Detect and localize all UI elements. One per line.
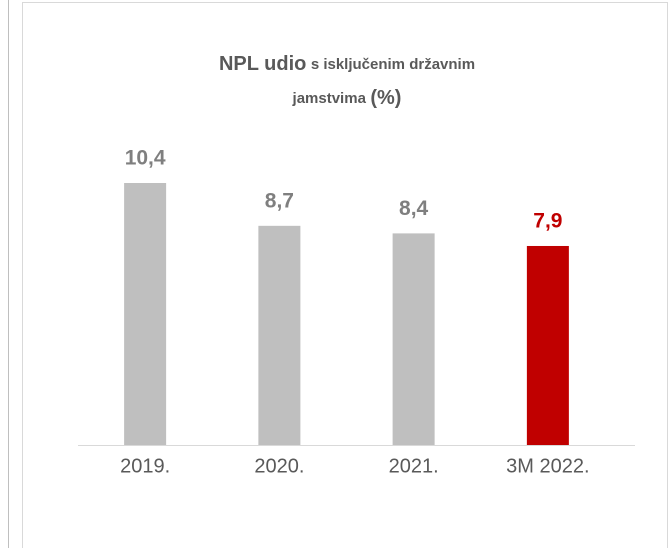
title-part: jamstvima — [292, 90, 367, 107]
value-label: 10,4 — [125, 147, 166, 170]
bar — [258, 225, 301, 445]
value-label: 8,4 — [399, 197, 429, 220]
title-part: (%) — [370, 87, 401, 109]
chart-title: jamstvima (%) — [292, 87, 402, 109]
bar — [392, 233, 435, 445]
title-part: s isključenim državnim — [311, 56, 475, 73]
value-label: 8,7 — [265, 189, 294, 212]
x-tick-label: 2020. — [254, 455, 304, 477]
chart-title: NPL udio s isključenim državnim — [219, 53, 475, 75]
x-tick-label: 3M 2022. — [506, 455, 589, 477]
chart-frame — [22, 2, 668, 553]
bar — [124, 183, 167, 445]
x-tick-label: 2021. — [389, 455, 439, 477]
value-label: 7,9 — [533, 210, 562, 233]
title-part: NPL udio — [219, 53, 306, 75]
bar — [526, 245, 569, 445]
x-tick-label: 2019. — [120, 455, 170, 477]
